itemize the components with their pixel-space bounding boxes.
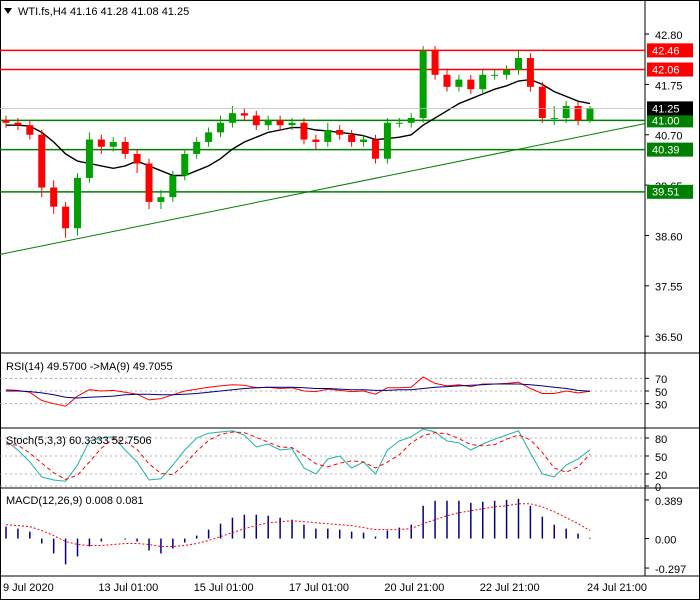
candle-body xyxy=(538,86,546,118)
y-tick-label: 0.00 xyxy=(655,534,676,546)
level-label: 40.39 xyxy=(652,145,680,157)
panel-title: MACD(12,26,9) 0.008 0.081 xyxy=(6,495,144,507)
candle-body xyxy=(455,79,463,87)
indicator-line xyxy=(5,428,591,482)
candle-body xyxy=(276,120,284,126)
candle-body xyxy=(264,120,272,126)
candle-body xyxy=(586,108,594,121)
y-tick-label: -0.297 xyxy=(655,564,686,576)
candle-body xyxy=(503,70,511,75)
y-tick-label: 0.389 xyxy=(655,496,683,508)
candle-body xyxy=(85,139,93,178)
moving-average xyxy=(6,78,591,177)
candle-body xyxy=(62,206,70,229)
candle-body xyxy=(97,139,105,147)
candle-body xyxy=(26,125,34,135)
candle-body xyxy=(109,141,117,147)
candle-body xyxy=(205,132,213,142)
y-tick-label: 70 xyxy=(655,374,667,386)
candle-body xyxy=(50,187,58,207)
candle-body xyxy=(491,74,499,76)
candle-body xyxy=(14,122,22,126)
level-tag xyxy=(647,62,693,77)
level-label: 42.46 xyxy=(652,45,680,57)
candle-body xyxy=(360,139,368,142)
trendline xyxy=(0,123,646,255)
candle-body xyxy=(181,153,189,176)
y-tick-label: 20 xyxy=(655,470,667,482)
candle-body xyxy=(336,129,344,135)
candle-body xyxy=(300,122,308,140)
indicator-line xyxy=(6,383,591,399)
y-tick-label: 50 xyxy=(655,387,667,399)
y-tick-label: 40.70 xyxy=(655,131,683,143)
x-tick-label: 9 Jul 2020 xyxy=(3,582,54,594)
y-tick-label: 42.80 xyxy=(655,30,683,42)
level-label: 41.00 xyxy=(652,115,680,127)
x-tick-label: 13 Jul 01:00 xyxy=(98,582,158,594)
current-price-tag xyxy=(647,101,693,116)
panel-title: RSI(14) 49.5700 ->MA(9) 49.7055 xyxy=(6,361,173,373)
candle-body xyxy=(38,134,46,188)
candle-body xyxy=(121,141,129,154)
candle-body xyxy=(431,50,439,75)
chart-title: WTI.fs,H4 41.16 41.28 41.08 41.25 xyxy=(18,6,189,18)
x-tick-label: 17 Jul 01:00 xyxy=(289,582,349,594)
level-label: 39.51 xyxy=(652,187,680,199)
current-price-label: 41.25 xyxy=(652,103,680,115)
candle-body xyxy=(371,139,379,159)
candle-body xyxy=(145,163,153,202)
level-tag xyxy=(647,43,693,58)
candle-body xyxy=(324,129,332,142)
candle-body xyxy=(383,122,391,159)
menu-arrow xyxy=(4,8,12,14)
level-tag xyxy=(647,142,693,157)
candle-body xyxy=(407,117,415,123)
macd-signal xyxy=(5,503,591,547)
level-label: 42.06 xyxy=(652,64,680,76)
candle-body xyxy=(252,115,260,126)
candle-body xyxy=(157,197,165,202)
y-tick-label: 80 xyxy=(655,434,667,446)
y-tick-label: 30 xyxy=(655,400,667,412)
candle-body xyxy=(228,113,236,123)
y-tick-label: 0 xyxy=(655,482,661,494)
x-tick-label: 22 Jul 21:00 xyxy=(480,582,540,594)
candle-body xyxy=(467,79,475,90)
candle-body xyxy=(217,122,225,133)
x-tick-label: 20 Jul 21:00 xyxy=(384,582,444,594)
candle-body xyxy=(526,58,534,87)
candle-body xyxy=(419,50,427,118)
candle-body xyxy=(74,177,82,229)
y-tick-label: 38.60 xyxy=(655,231,683,243)
candle-body xyxy=(574,105,582,121)
candle-body xyxy=(169,175,177,198)
candle-body xyxy=(479,74,487,90)
indicator-line xyxy=(5,431,591,480)
candle-body xyxy=(133,153,141,164)
y-tick-label: 50 xyxy=(655,452,667,464)
candle-body xyxy=(240,113,248,116)
y-tick-label: 41.75 xyxy=(655,80,683,92)
candle-body xyxy=(514,58,522,71)
x-tick-label: 15 Jul 01:00 xyxy=(194,582,254,594)
candle-body xyxy=(288,122,296,126)
level-tag xyxy=(647,184,693,199)
candle-body xyxy=(443,74,451,87)
panel-title: Stoch(5,3,3) 60.3333 52.7506 xyxy=(6,435,152,447)
candle-body xyxy=(312,139,320,142)
candle-body xyxy=(193,141,201,154)
y-tick-label: 36.50 xyxy=(655,332,683,344)
candle-body xyxy=(2,120,10,123)
x-tick-label: 24 Jul 21:00 xyxy=(587,582,647,594)
candle-body xyxy=(550,117,558,119)
y-tick-label: 37.55 xyxy=(655,282,683,294)
level-tag xyxy=(647,113,693,128)
candle-body xyxy=(348,134,356,142)
candle-body xyxy=(562,105,570,118)
candle-body xyxy=(395,122,403,124)
